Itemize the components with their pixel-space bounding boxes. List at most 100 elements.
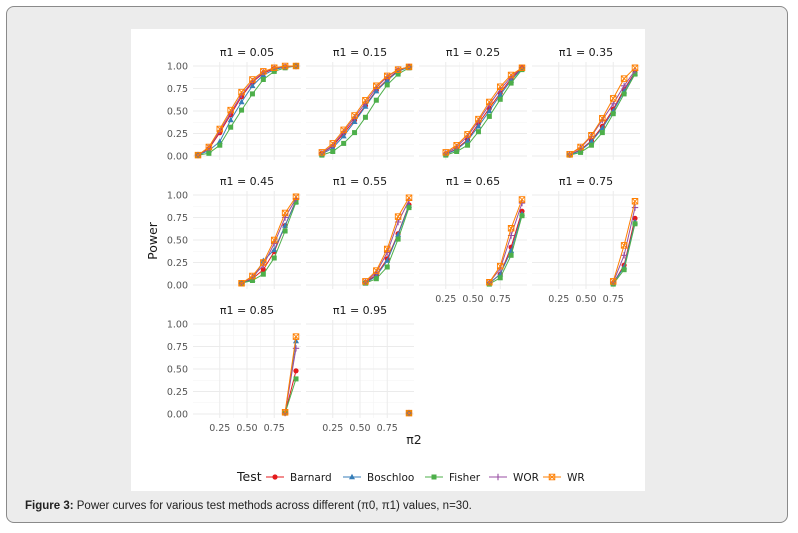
marker-wor (610, 100, 617, 107)
panel-title: π1 = 0.75 (559, 175, 613, 188)
series-wor (566, 67, 639, 158)
marker-wr (238, 88, 245, 96)
plot-area: π1 = 0.05 0.00 0.25 0.50 0.75 1.00 π1 = 0.15 π1… (131, 29, 645, 491)
marker-fisher (519, 213, 525, 219)
marker-fisher (632, 221, 638, 227)
series-wr (318, 63, 413, 156)
marker-wr (394, 213, 402, 220)
marker-fisher (465, 142, 471, 148)
marker-wr (292, 193, 300, 201)
x-axis-title: π2 (406, 432, 421, 447)
marker-wr (281, 62, 289, 70)
marker-boschloo (293, 337, 299, 344)
marker-wr (475, 115, 482, 123)
marker-wr (281, 209, 289, 217)
marker-wr (270, 236, 278, 244)
marker-wr (464, 131, 471, 138)
marker-wor (620, 82, 628, 89)
series-wr (405, 409, 413, 417)
panel-1: π1 = 0.05 0.00 0.25 0.50 0.75 1.00 (167, 46, 301, 163)
marker-wr (588, 132, 595, 139)
series-wr (238, 193, 300, 287)
panel-6: π1 = 0.55 (306, 175, 414, 289)
marker-boschloo (475, 123, 482, 129)
y-tick-label: 1.00 (167, 191, 188, 202)
power-curves-chart: π1 = 0.05 0.00 0.25 0.50 0.75 1.00 π1 = 0.15 π1… (145, 46, 640, 484)
y-tick-label: 1.00 (167, 62, 188, 73)
marker-wr (362, 96, 369, 104)
panel-title: π1 = 0.35 (559, 46, 613, 59)
marker-fisher (406, 205, 412, 211)
marker-fisher (373, 276, 379, 282)
marker-fisher (588, 142, 594, 148)
panel-5: π1 = 0.45 0.00 0.25 0.50 0.75 1.00 (167, 175, 301, 292)
figure-caption: Figure 3: Power curves for various test … (25, 500, 472, 512)
y-tick-label: 0.00 (167, 410, 188, 421)
marker-wr (205, 143, 213, 151)
marker-fisher (610, 111, 616, 117)
marker-wr (609, 278, 617, 285)
series-line (488, 199, 523, 283)
marker-wr (249, 76, 256, 83)
marker-barnard (293, 368, 299, 374)
series-boschloo (238, 198, 299, 286)
marker-wr (486, 279, 493, 286)
marker-wr (577, 143, 584, 151)
marker-boschloo (384, 257, 391, 263)
x-tick-label: 0.25 (209, 423, 230, 434)
marker-wr (518, 196, 526, 203)
series-line (197, 65, 297, 156)
legend-item-wor: WOR (489, 472, 539, 484)
marker-fisher (271, 68, 277, 74)
marker-boschloo (588, 138, 595, 144)
marker-wr (340, 126, 347, 134)
panel-title: π1 = 0.05 (220, 46, 274, 59)
marker-fisher (217, 142, 223, 148)
marker-wr (329, 140, 337, 147)
legend-label: Barnard (290, 472, 332, 484)
marker-fisher (341, 140, 347, 146)
marker-wr (238, 279, 245, 287)
panel-7: π1 = 0.65 0.25 0.50 0.75 (419, 175, 527, 305)
series-wor (486, 199, 526, 286)
legend-label: WR (567, 472, 585, 484)
marker-fisher (260, 77, 266, 82)
marker-wr (496, 83, 504, 90)
marker-wr (548, 473, 556, 481)
marker-wr (405, 409, 413, 417)
marker-boschloo (599, 124, 606, 131)
legend-item-wr: WR (543, 472, 585, 484)
y-tick-label: 0.75 (167, 213, 188, 224)
marker-wr (249, 272, 256, 280)
series-wr (566, 64, 639, 158)
panel-8: π1 = 0.75 0.25 0.50 0.75 (532, 175, 640, 305)
y-tick-label: 0.50 (167, 107, 188, 118)
x-tick-label: 0.25 (548, 294, 569, 305)
marker-wr (620, 75, 628, 82)
marker-wr (383, 245, 391, 253)
legend-item-boschloo: Boschloo (343, 472, 414, 484)
marker-wr (373, 82, 380, 90)
series-line (284, 378, 297, 414)
x-tick-label: 0.25 (435, 294, 456, 305)
marker-fisher (621, 91, 627, 97)
x-tick-label: 0.75 (603, 294, 624, 305)
panel-title: π1 = 0.55 (333, 175, 387, 188)
marker-fisher (384, 82, 390, 88)
x-tick-label: 0.75 (377, 423, 398, 434)
marker-wr (362, 278, 369, 285)
marker-wr (292, 333, 300, 340)
y-tick-label: 1.00 (167, 320, 188, 331)
series-line (489, 213, 523, 284)
y-tick-label: 0.50 (167, 365, 188, 376)
legend-title: Test (236, 469, 262, 484)
marker-wr (496, 262, 504, 270)
marker-fisher (271, 255, 277, 261)
series-wr (442, 64, 526, 156)
marker-wor (494, 473, 502, 481)
x-tick-label: 0.50 (236, 423, 257, 434)
panel-title: π1 = 0.45 (220, 175, 274, 188)
legend-label: Boschloo (367, 472, 414, 484)
marker-wr (227, 106, 234, 114)
marker-barnard (272, 474, 278, 480)
